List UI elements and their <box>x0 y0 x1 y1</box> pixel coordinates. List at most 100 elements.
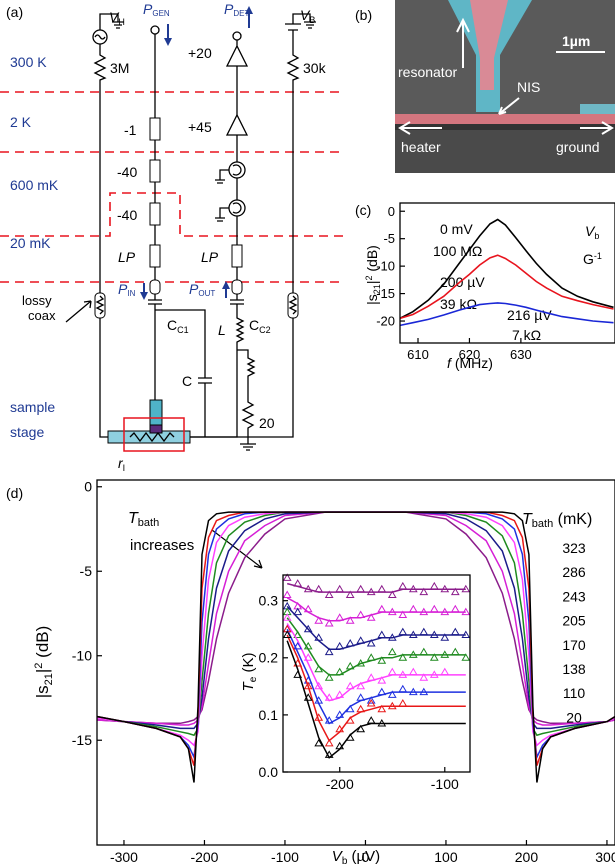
panel-label: (a) <box>6 4 23 20</box>
symbol: C <box>249 317 259 333</box>
data-point <box>356 704 366 713</box>
data-point <box>324 673 334 681</box>
data-point <box>398 670 408 678</box>
data-point <box>387 701 397 710</box>
panel-a: (a) 300 K 2 K 600 mK 20 mK sample stage … <box>0 1 345 473</box>
sem-lower <box>395 130 615 173</box>
data-point <box>387 607 397 616</box>
x-tick-label: 300 <box>595 849 615 865</box>
part: (dB) <box>364 245 380 275</box>
sem-label: resonator <box>398 64 457 80</box>
data-point <box>450 604 460 613</box>
data-point <box>366 673 376 681</box>
y-tick-label: -20 <box>376 314 395 329</box>
symbol: V <box>300 7 311 23</box>
data-point <box>314 616 324 624</box>
data-point <box>377 687 387 696</box>
shadow <box>395 124 615 130</box>
x-tick-label: 0 <box>362 849 370 865</box>
data-point <box>377 604 387 613</box>
data-point <box>345 704 355 713</box>
legend-entry: 205 <box>562 613 586 629</box>
data-point <box>461 607 471 616</box>
data-point <box>293 630 303 638</box>
data-point <box>387 590 397 598</box>
data-point <box>324 647 334 656</box>
sem-arrows <box>398 17 614 135</box>
data-point <box>377 584 387 593</box>
pin-label: PIN <box>118 281 136 298</box>
stage-label: 600 mK <box>10 177 59 193</box>
heater-resistor <box>129 431 175 443</box>
series-line <box>286 617 466 676</box>
legend-entry: 138 <box>562 661 586 677</box>
x-tick-label: -200 <box>326 776 354 792</box>
subscript: b <box>342 856 348 865</box>
inset-background <box>283 575 470 772</box>
y-tick-label: 0.0 <box>259 764 279 780</box>
plot-frame <box>282 574 471 773</box>
cc1-label: CC1 <box>167 317 189 335</box>
bias-wire <box>190 13 316 438</box>
data-point <box>429 630 439 638</box>
data-point <box>387 690 397 698</box>
filter-label: LP <box>118 249 136 265</box>
data-point <box>314 696 324 704</box>
data-point <box>366 699 376 707</box>
subscript: GEN <box>152 9 170 18</box>
subscript: DET <box>233 9 249 18</box>
part: (mK) <box>553 511 592 528</box>
data-point <box>356 659 366 667</box>
data-point <box>419 607 429 616</box>
data-point <box>450 627 460 636</box>
superscript: 2 <box>33 663 45 669</box>
subscript: C2 <box>259 325 271 335</box>
series-line <box>286 628 466 725</box>
inset: Te (K) -200 -100 0.0 0.1 0.2 0.3 <box>240 573 471 792</box>
part: | <box>33 669 52 673</box>
legend-entry: 243 <box>562 588 586 604</box>
data-point <box>293 641 303 650</box>
part: |s <box>33 685 52 698</box>
resonator-stub <box>149 399 163 426</box>
y-axis-label: Te (K) <box>240 653 259 692</box>
x-tick-label: -300 <box>110 849 138 865</box>
y-axis-label: |s21|2 (dB) <box>364 245 382 305</box>
data-point <box>314 713 324 721</box>
data-point <box>408 687 418 696</box>
data-point <box>356 693 366 701</box>
stage-label: 2 K <box>10 114 32 130</box>
panel-b: (b) 1µm resonator NIS heater ground <box>355 0 615 173</box>
data-point <box>324 693 334 701</box>
data-point <box>314 738 324 747</box>
data-point <box>345 639 355 647</box>
subscript: B <box>309 15 315 25</box>
y-tick-label: -15 <box>376 286 395 301</box>
symbol: V <box>109 9 120 25</box>
data-point <box>419 587 429 596</box>
data-point <box>314 664 324 673</box>
panel-label: (d) <box>6 485 23 501</box>
port <box>150 25 160 35</box>
series-line <box>97 511 615 783</box>
data-point <box>408 650 418 658</box>
data-point <box>408 604 418 613</box>
symbol: C <box>167 317 177 333</box>
coax-inner <box>95 295 105 315</box>
det-arrowhead <box>245 6 253 14</box>
x-tick-label: 610 <box>407 347 429 362</box>
data-point <box>303 693 313 701</box>
source-ground <box>94 13 124 40</box>
data-point <box>282 613 292 621</box>
part: (µV) <box>347 848 380 865</box>
amplifier-label: +20 <box>188 45 212 61</box>
gen-arrowhead <box>164 38 172 46</box>
data-point <box>303 584 313 593</box>
subscript: IN <box>127 289 135 298</box>
pdet-label: PDET <box>224 1 249 18</box>
data-point <box>398 699 408 707</box>
data-point <box>440 584 450 593</box>
x-axis-label: f (MHz) <box>447 355 493 371</box>
part: (MHz) <box>451 355 493 371</box>
